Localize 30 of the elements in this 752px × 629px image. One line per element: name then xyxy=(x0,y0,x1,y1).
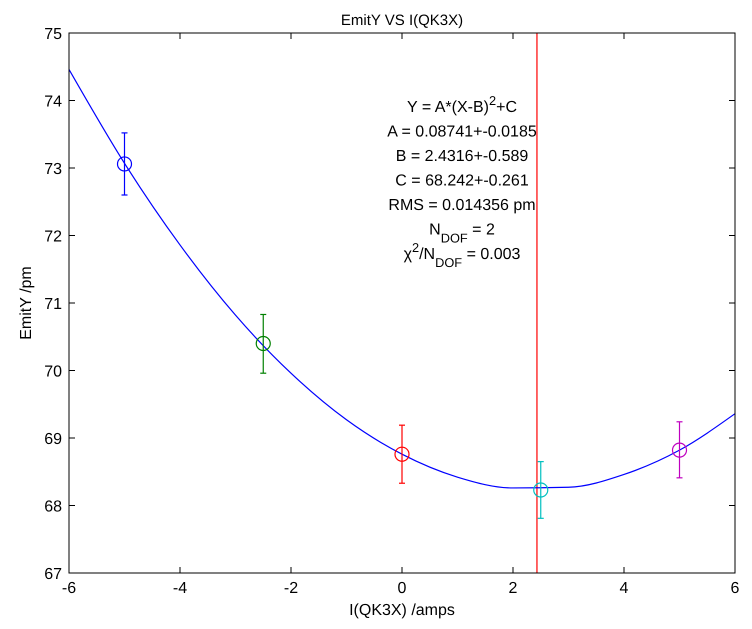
point xyxy=(394,446,410,462)
annotation: Y = A*(X-B)$^{2}$+C xyxy=(407,92,517,116)
x-axis-title: I(QK3X) /amps xyxy=(349,602,455,619)
x-tick-label: 2 xyxy=(508,580,518,597)
x-tick-label: 6 xyxy=(730,580,740,597)
y-tick-label: 72 xyxy=(44,228,62,246)
x-tick-label: 0 xyxy=(398,580,407,597)
annotation: C = 68.242+-0.261 xyxy=(395,172,529,190)
y-tick-label: 71 xyxy=(44,296,62,313)
y-tick-label: 75 xyxy=(44,26,62,43)
annotation: A = 0.08741+-0.0185 xyxy=(387,124,537,140)
point xyxy=(116,156,132,172)
point xyxy=(533,482,548,498)
y-tick-label: 74 xyxy=(44,94,62,110)
x-tick-label: -6 xyxy=(62,580,76,597)
point xyxy=(672,442,688,458)
y-tick-label: 70 xyxy=(44,364,62,380)
line-series xyxy=(69,68,735,489)
y-axis-title: EmitY /pm xyxy=(18,266,35,340)
annotation: RMS = 0.014356 pm xyxy=(388,197,536,214)
y-tick-label: 73 xyxy=(44,161,62,178)
x-tick-label: -2 xyxy=(284,580,298,597)
y-tick-label: 68 xyxy=(44,498,62,516)
y-tick-label: 69 xyxy=(44,431,62,448)
annotation: B = 2.4316+-0.589 xyxy=(396,148,528,165)
x-tick-label: 4 xyxy=(620,580,629,597)
chart-title: EmitY VS I(QK3X) xyxy=(340,12,464,29)
x-tick-label: -4 xyxy=(172,580,188,597)
y-tick-label: 67 xyxy=(44,566,62,583)
point xyxy=(256,336,271,352)
